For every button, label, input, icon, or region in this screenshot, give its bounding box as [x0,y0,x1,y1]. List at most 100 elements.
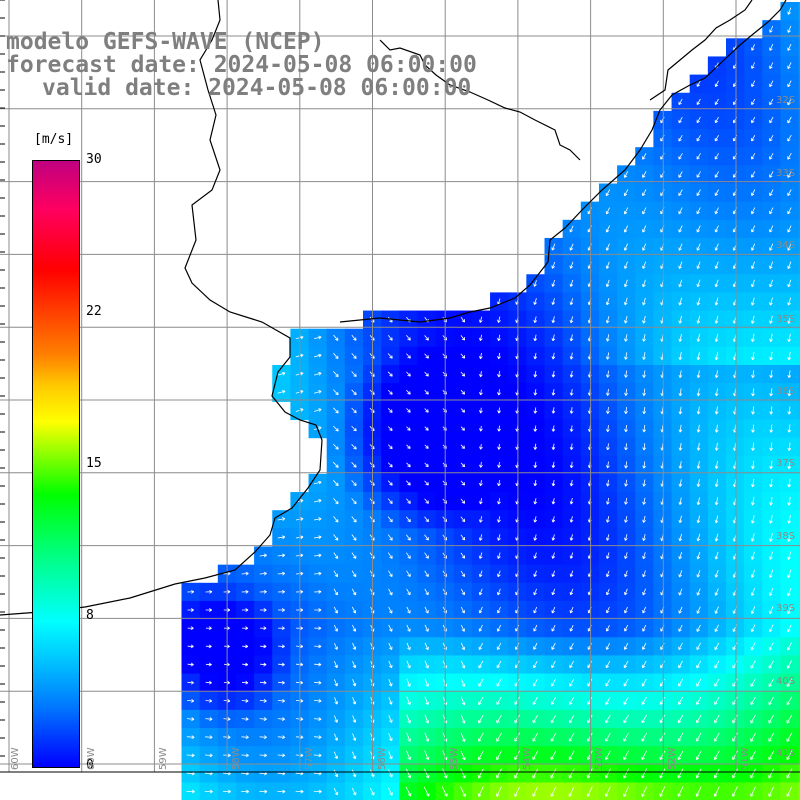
wind-arrow [678,171,683,178]
field-cell [689,74,709,94]
wind-arrow [496,678,502,687]
coastline-north [649,0,753,101]
field-cell [689,237,709,257]
lat-label-39s: 39S [776,603,796,614]
wind-arrow [406,426,411,431]
field-cell [780,655,800,675]
wind-arrow [406,696,411,706]
lon-label-60w-left: 60W [10,747,21,770]
wind-arrow [405,786,412,797]
field-cell [671,655,691,675]
wind-arrow [696,570,701,578]
wind-arrow [642,207,647,215]
wind-arrow [460,335,466,341]
field-cell [762,728,782,747]
wind-arrow [277,717,286,721]
field-cell [689,147,709,166]
wind-arrow [241,608,249,612]
wind-arrow [659,696,665,705]
wind-arrow [242,644,249,649]
wind-arrow [732,768,738,779]
field-cell [726,256,745,275]
wind-arrow [606,370,610,378]
field-cell [798,274,800,293]
wind-arrow [460,516,466,523]
wind-arrow [424,462,429,468]
lat-label-41s: 41S [776,748,796,759]
wind-arrow [659,786,666,797]
wind-arrow [587,678,593,687]
wind-arrow [387,516,393,523]
field-cell [653,528,673,548]
wind-arrow [313,371,322,376]
wind-arrow [532,714,539,724]
wind-arrow [714,297,719,306]
wind-arrow [242,626,249,631]
wind-arrow [787,225,792,233]
wind-arrow [769,406,774,415]
field-cell [562,709,582,729]
field-cell [617,237,636,257]
wind-arrow [714,569,719,578]
field-cell [635,546,654,566]
wind-arrow [642,606,647,614]
wind-arrow [388,715,393,723]
wind-arrow [551,370,556,378]
field-cell [617,201,636,221]
field-cell [471,691,491,711]
coastline [0,0,787,616]
wind-arrow [314,608,322,612]
field-cell [689,619,709,638]
wind-arrow [659,714,666,724]
wind-arrow [605,225,610,233]
wind-arrow [533,461,538,469]
wind-arrow [623,714,629,724]
field-cell [598,673,618,693]
wind-arrow [569,225,574,233]
wind-arrow [277,390,286,394]
wind-arrow [786,786,793,797]
field-cell [762,274,782,293]
wind-arrow [496,768,502,779]
wind-arrow [696,297,701,306]
wind-arrow [424,588,429,596]
wind-arrow [314,553,322,558]
wind-arrow [569,625,574,632]
wind-arrow [533,407,538,414]
wind-arrow [714,460,719,469]
field-cell [526,637,546,656]
wind-arrow [277,698,286,703]
wind-arrow [642,515,646,523]
wind-arrow [714,424,719,433]
wind-arrow [241,698,249,703]
wind-arrow [769,171,774,178]
wind-arrow [497,316,501,323]
field-cell [707,201,727,221]
field-cell [798,728,800,747]
wind-arrow [768,678,775,687]
wind-arrow [479,334,483,341]
field-cell [653,165,673,185]
field-cell [471,637,491,656]
wind-arrow [533,552,537,559]
wind-arrow [551,479,556,487]
wind-arrow [695,732,702,742]
wind-arrow [496,750,502,761]
wind-arrow [605,316,610,324]
wind-arrow [204,789,213,794]
wind-arrow [424,570,429,578]
field-cell [544,237,564,257]
wind-arrow [514,732,521,742]
wind-arrow [533,334,538,342]
wind-arrow [351,516,357,523]
field-cell [671,546,691,566]
field-cell [798,365,800,384]
wind-arrow [460,678,466,687]
wind-arrow [259,571,267,576]
wind-arrow [768,696,775,706]
wind-arrow [714,243,719,251]
wind-arrow [333,769,339,778]
field-cell [635,746,654,765]
field-cell [653,709,673,729]
